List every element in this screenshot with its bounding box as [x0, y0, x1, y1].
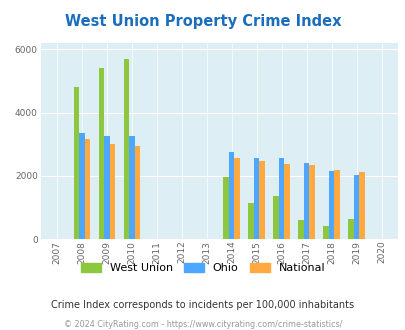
Bar	[79, 133, 84, 239]
Bar	[259, 161, 264, 239]
Bar	[134, 146, 140, 239]
Bar	[223, 178, 228, 239]
Bar	[334, 170, 339, 239]
Legend: West Union, Ohio, National: West Union, Ohio, National	[81, 263, 324, 273]
Bar	[129, 136, 134, 239]
Bar	[254, 157, 259, 239]
Bar	[298, 220, 303, 239]
Bar	[228, 152, 234, 239]
Bar	[284, 164, 289, 239]
Bar	[234, 157, 239, 239]
Bar	[347, 219, 353, 239]
Bar	[98, 68, 104, 239]
Bar	[123, 59, 129, 239]
Bar	[309, 165, 314, 239]
Bar	[248, 203, 254, 239]
Text: Crime Index corresponds to incidents per 100,000 inhabitants: Crime Index corresponds to incidents per…	[51, 300, 354, 310]
Bar	[84, 140, 90, 239]
Bar	[278, 157, 284, 239]
Bar	[353, 175, 358, 239]
Bar	[273, 196, 278, 239]
Bar	[328, 171, 334, 239]
Bar	[358, 173, 364, 239]
Bar	[323, 226, 328, 239]
Bar	[73, 87, 79, 239]
Bar	[104, 136, 109, 239]
Bar	[303, 163, 309, 239]
Text: © 2024 CityRating.com - https://www.cityrating.com/crime-statistics/: © 2024 CityRating.com - https://www.city…	[64, 319, 341, 329]
Text: West Union Property Crime Index: West Union Property Crime Index	[64, 14, 341, 29]
Bar	[109, 144, 115, 239]
